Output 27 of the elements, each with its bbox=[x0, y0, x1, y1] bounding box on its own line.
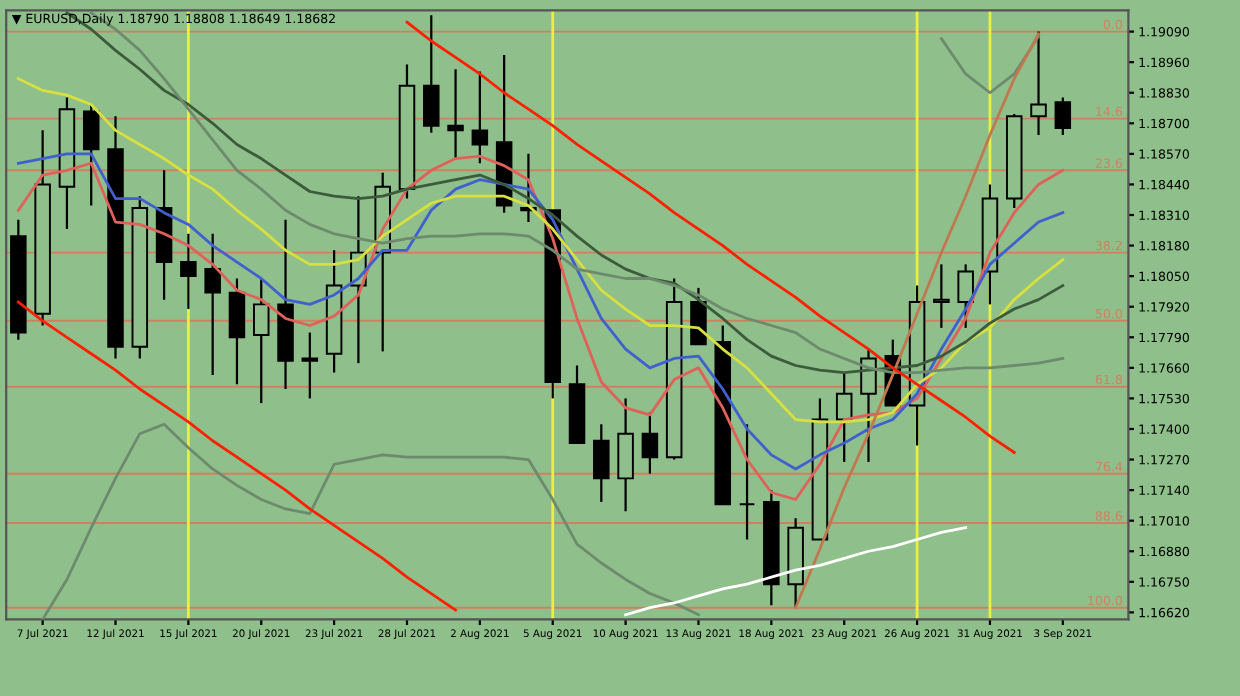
line-series bbox=[16, 77, 1065, 424]
candlestick bbox=[690, 286, 707, 346]
line-series bbox=[16, 300, 457, 612]
candlestick bbox=[593, 423, 610, 503]
candlestick bbox=[933, 263, 950, 329]
candlestick bbox=[423, 14, 440, 134]
line-series bbox=[624, 526, 968, 617]
candlestick bbox=[1054, 96, 1072, 137]
candlestick bbox=[180, 232, 197, 311]
line-series bbox=[939, 34, 1040, 95]
candlestick bbox=[641, 411, 659, 475]
candlestick bbox=[957, 263, 974, 329]
candlestick bbox=[738, 423, 756, 541]
candlestick bbox=[471, 70, 489, 165]
candlestick bbox=[447, 68, 464, 160]
candlestick bbox=[860, 347, 877, 464]
candlestick bbox=[835, 371, 853, 464]
candlestick bbox=[82, 103, 100, 207]
candlestick bbox=[617, 397, 634, 513]
candlestick bbox=[204, 232, 221, 377]
line-series bbox=[41, 422, 700, 620]
candlestick bbox=[228, 277, 246, 386]
line-series bbox=[405, 20, 1016, 454]
candlestick bbox=[301, 331, 319, 400]
candlestick bbox=[252, 277, 270, 405]
line-series bbox=[794, 32, 1040, 610]
candlestick bbox=[1030, 30, 1047, 137]
